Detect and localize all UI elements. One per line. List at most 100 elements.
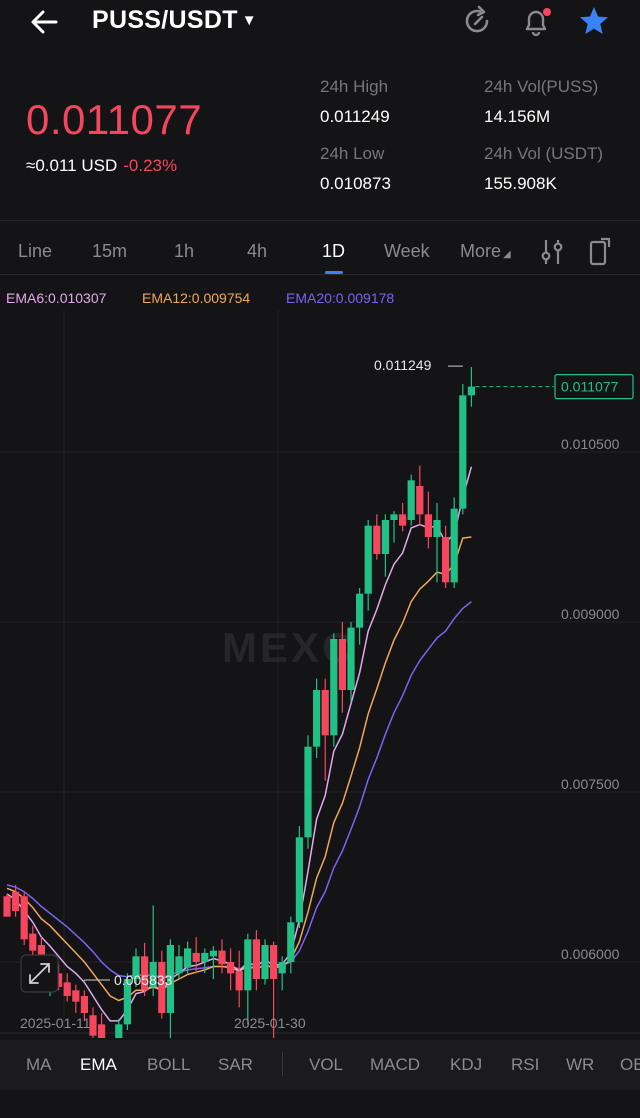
more-caret-icon: ◢: [503, 249, 511, 260]
fullscreen-rotate-icon[interactable]: [585, 236, 615, 268]
indicator-ma[interactable]: MA: [26, 1055, 52, 1074]
candle: [3, 896, 11, 917]
candle: [304, 746, 312, 838]
last-price: 0.011077: [26, 96, 203, 143]
candle: [287, 922, 295, 962]
indicator-kdj[interactable]: KDJ: [450, 1055, 483, 1074]
y-axis-label: 0.006000: [561, 946, 620, 962]
star-icon[interactable]: [577, 4, 611, 38]
candle: [98, 1024, 106, 1038]
candle: [80, 996, 88, 1013]
indicator-separator: [282, 1052, 283, 1076]
candle: [227, 962, 235, 974]
candle: [356, 593, 364, 628]
indicator-boll[interactable]: BOLL: [147, 1055, 191, 1074]
usd-approx: ≈0.011 USD: [26, 156, 118, 175]
refresh-icon[interactable]: [460, 4, 494, 38]
candle: [252, 939, 260, 979]
tab-more-label: More: [460, 241, 502, 261]
candle: [20, 896, 28, 940]
candle: [89, 1015, 97, 1036]
candle: [364, 525, 372, 594]
candle: [63, 982, 71, 996]
vol-base-value: 14.156M: [484, 107, 551, 126]
high-label: 24h High: [320, 77, 389, 96]
pair-selector[interactable]: PUSS/USDT ▼: [92, 6, 257, 35]
tab-15m[interactable]: 15m: [92, 241, 128, 261]
candle: [467, 386, 475, 396]
indicator-wr[interactable]: WR: [566, 1055, 595, 1074]
expand-icon: [29, 963, 50, 984]
min-price-label: 0.005833: [114, 972, 173, 988]
candle: [175, 956, 183, 974]
low-label: 24h Low: [320, 144, 385, 163]
indicator-settings-icon[interactable]: [537, 236, 567, 268]
candle: [442, 537, 450, 583]
candle: [424, 514, 432, 537]
indicator-sar[interactable]: SAR: [218, 1055, 253, 1074]
bell-icon[interactable]: [519, 4, 553, 38]
low-value: 0.010873: [320, 174, 391, 193]
y-axis-label: 0.010500: [561, 436, 620, 452]
high-value: 0.011249: [320, 107, 390, 126]
ema6-line: [6, 466, 473, 1022]
current-price-tag: [554, 374, 634, 400]
candle: [141, 956, 149, 991]
candle: [407, 480, 415, 520]
candle: [433, 520, 441, 537]
candle: [72, 990, 80, 1002]
candle: [235, 971, 243, 991]
active-tab-indicator: [325, 271, 343, 274]
back-arrow-icon[interactable]: [26, 6, 66, 38]
vol-quote-value: 155.908K: [484, 174, 557, 193]
candle: [218, 950, 226, 965]
candle: [209, 950, 217, 957]
candle: [347, 627, 355, 690]
candle: [115, 1024, 123, 1038]
candle: [381, 520, 389, 554]
candle: [192, 952, 200, 962]
candle: [295, 837, 303, 923]
candle: [373, 525, 381, 554]
indicator-rsi[interactable]: RSI: [511, 1055, 540, 1074]
y-axis-label: 0.007500: [561, 776, 620, 792]
tab-4h[interactable]: 4h: [247, 241, 268, 261]
tab-1d[interactable]: 1D: [322, 241, 346, 261]
candle: [459, 395, 467, 509]
candle: [338, 639, 346, 690]
tab-1h[interactable]: 1h: [174, 241, 195, 261]
usd-price-line: ≈0.011 USD -0.23%: [26, 156, 177, 176]
tab-more[interactable]: More ◢: [460, 241, 511, 262]
bottom-strip: [0, 1090, 640, 1118]
current-price-value: 0.011077: [561, 379, 619, 395]
ema20-legend: EMA20:0.009178: [286, 290, 395, 306]
candle: [261, 945, 269, 979]
candle: [132, 956, 140, 979]
tab-line[interactable]: Line: [18, 241, 53, 261]
candle: [12, 891, 20, 911]
ema12-line: [6, 536, 472, 1002]
candlestick-chart[interactable]: 0.0105000.0090000.0075000.006000MEXC0.01…: [0, 310, 640, 1038]
candle: [278, 962, 286, 974]
candle: [166, 945, 174, 1013]
candle: [416, 486, 424, 515]
candle: [399, 514, 407, 526]
vol-quote-label: 24h Vol (USDT): [484, 144, 604, 163]
x-axis-label: 2025-01-11: [20, 1015, 91, 1031]
max-price-label: 0.011249: [374, 357, 432, 373]
candle: [149, 962, 157, 987]
candle: [184, 948, 192, 968]
ema6-legend: EMA6:0.010307: [6, 290, 107, 306]
candle: [321, 690, 329, 736]
indicator-macd[interactable]: MACD: [370, 1055, 421, 1074]
divider: [0, 274, 640, 275]
pair-name: PUSS/USDT: [92, 6, 238, 34]
indicator-ema[interactable]: EMA: [80, 1055, 117, 1074]
tab-week[interactable]: Week: [384, 241, 430, 261]
candle: [313, 690, 321, 747]
candle: [123, 979, 131, 1025]
candle: [201, 952, 209, 962]
indicator-ob[interactable]: OB: [620, 1055, 640, 1074]
x-axis-label: 2025-01-30: [234, 1015, 306, 1031]
indicator-vol[interactable]: VOL: [309, 1055, 344, 1074]
